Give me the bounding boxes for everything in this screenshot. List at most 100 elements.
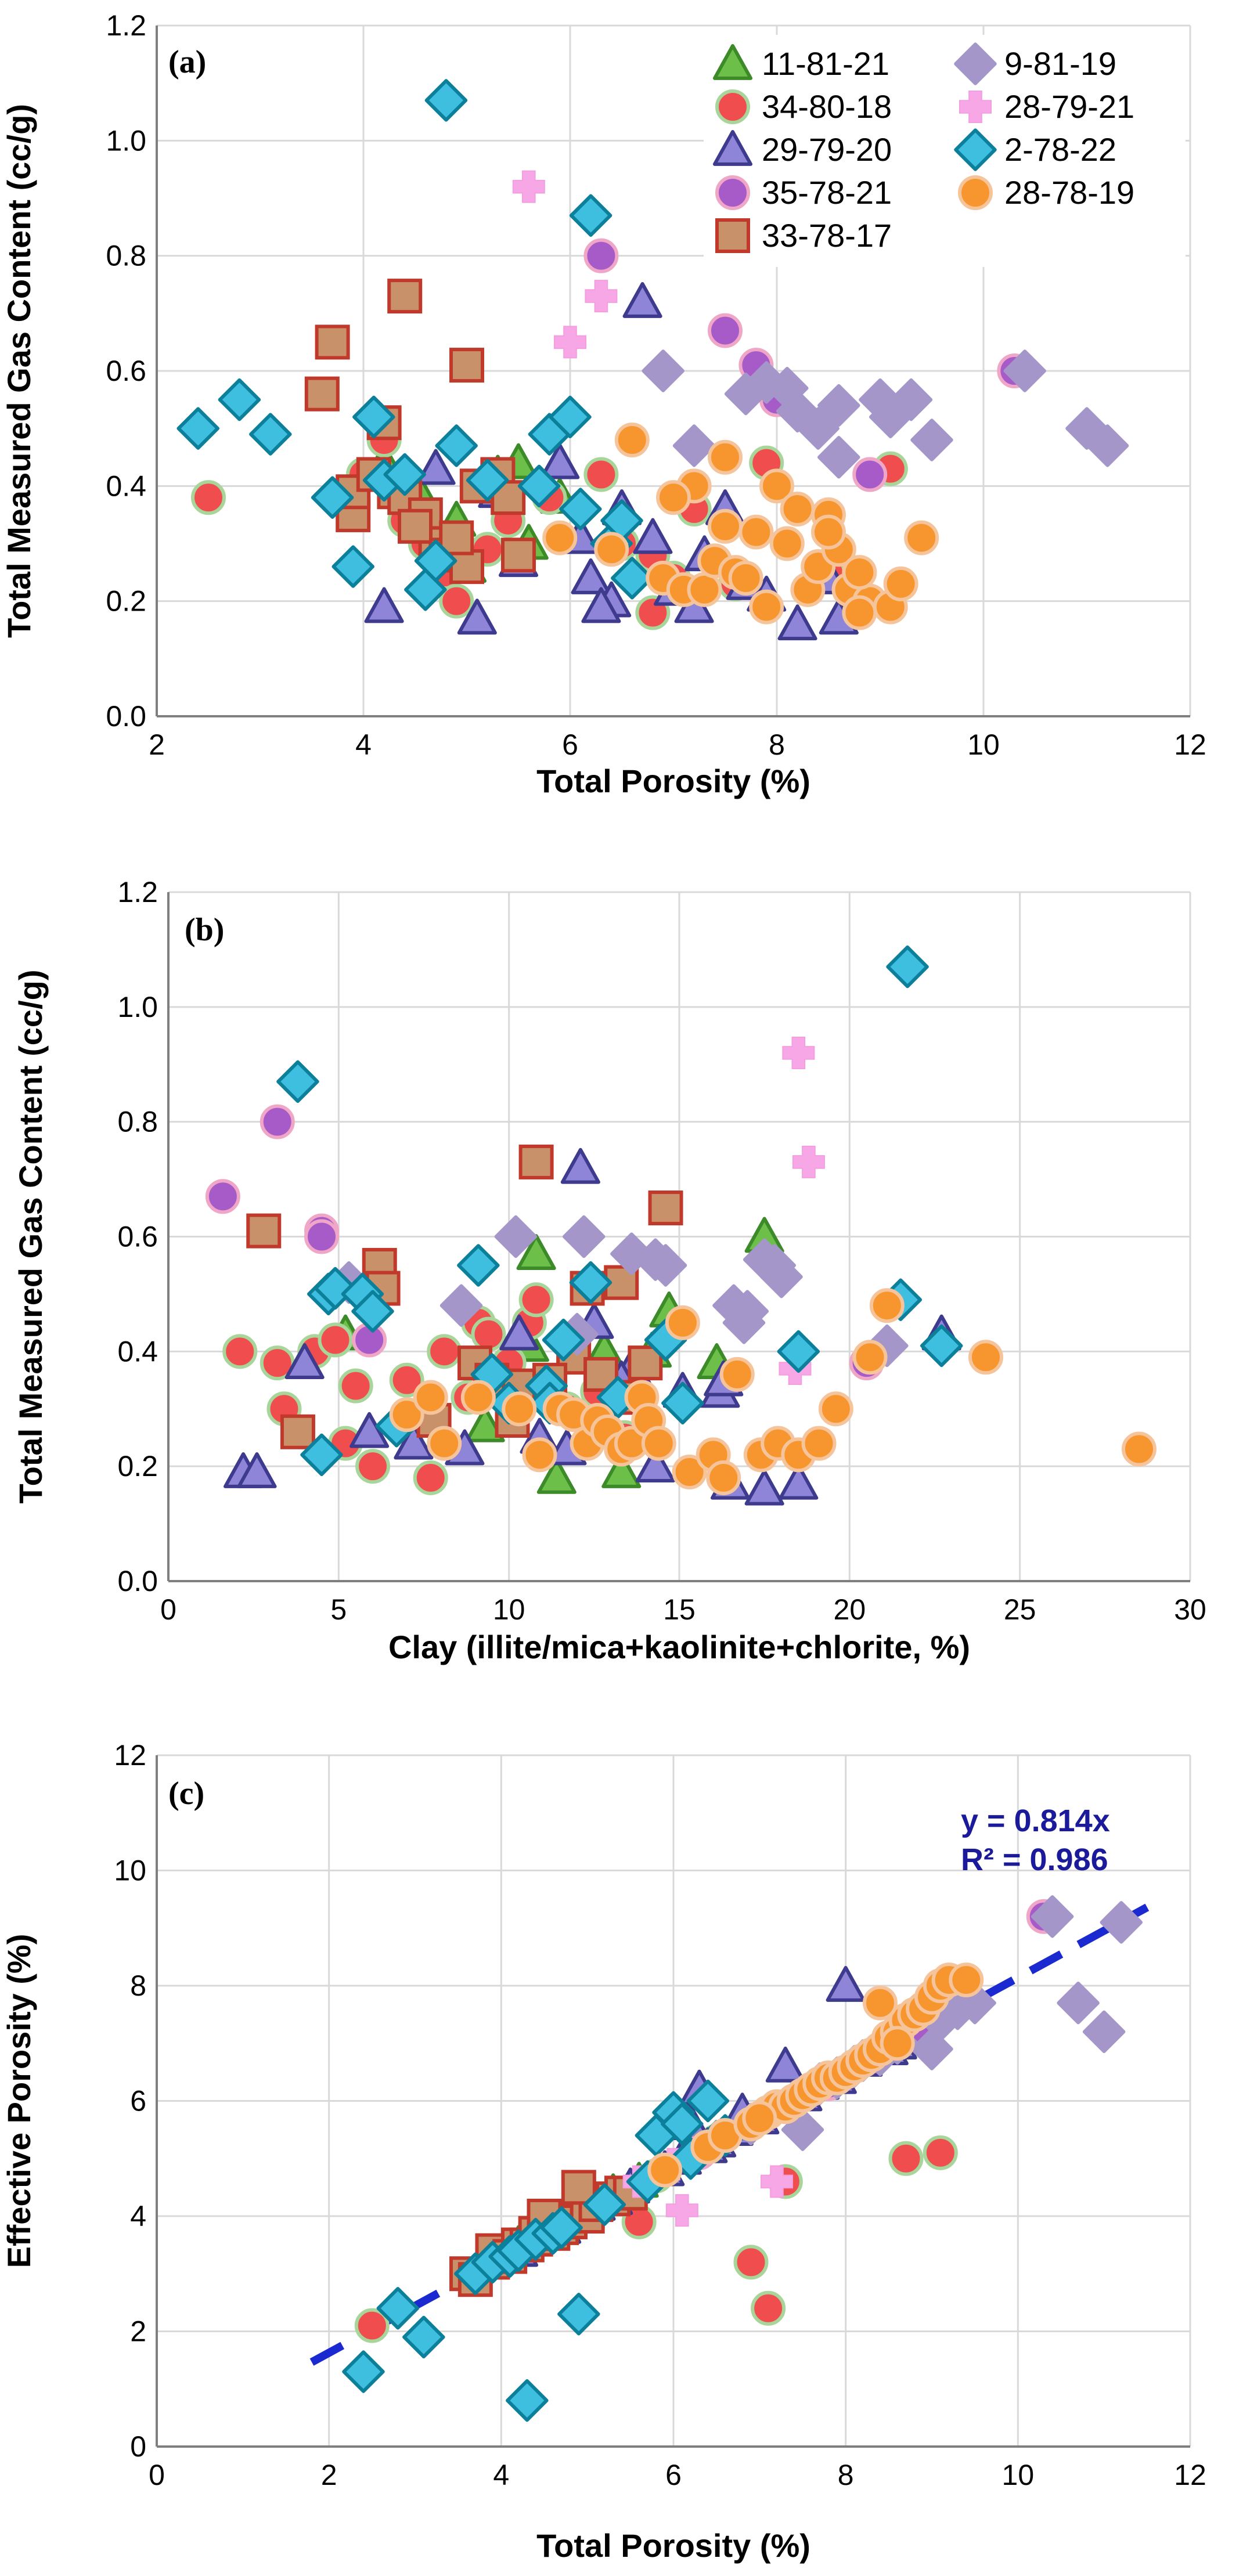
point-2-78-22 (332, 545, 374, 588)
x-tick-label: 6 (665, 2459, 682, 2491)
y-axis-title: Total Measured Gas Content (cc/g) (1, 104, 37, 638)
point-2-78-22 (352, 395, 395, 439)
point-35-78-21 (583, 238, 619, 273)
point-2-78-22 (300, 1433, 343, 1477)
point-28-79-21 (792, 1145, 825, 1178)
point-28-78-19 (904, 520, 939, 555)
point-2-78-22 (506, 2379, 549, 2422)
panel-label: (b) (185, 912, 224, 948)
series-2-78-22 (342, 2079, 747, 2422)
point-28-78-19 (706, 1460, 741, 1495)
legend-label: 11-81-21 (762, 45, 889, 82)
legend-marker-33-78-17 (715, 218, 750, 253)
x-tick-label: 12 (1174, 728, 1206, 761)
y-tick-label: 0.6 (106, 355, 146, 387)
y-tick-label: 0.4 (106, 470, 146, 502)
point-28-78-19 (672, 1455, 707, 1490)
legend-item-28-78-19: 28-78-19 (958, 174, 1134, 211)
point-9-81-19 (1057, 1982, 1100, 2025)
panel-c: 0 2 4 6 8 10 12 0 2 4 6 8 10 12 Total Porosity (%) Effe… (1, 1739, 1206, 2564)
series-28-78-19 (542, 423, 939, 630)
point-33-78-17 (518, 1144, 554, 1179)
point-28-78-19 (769, 526, 805, 561)
point-2-78-22 (383, 453, 426, 496)
y-tick-label: 6 (130, 2085, 146, 2117)
point-28-78-19 (880, 2026, 915, 2061)
point-34-80-18 (888, 2141, 924, 2176)
y-axis-title: Total Measured Gas Content (cc/g) (12, 970, 49, 1504)
point-33-78-17 (387, 279, 423, 314)
legend-item-35-78-21: 35-78-21 (715, 174, 892, 211)
point-28-78-19 (759, 468, 794, 504)
point-9-81-19 (1100, 1901, 1143, 1944)
point-9-81-19 (889, 378, 933, 421)
y-tick-label: 0.8 (106, 240, 146, 272)
point-28-78-19 (389, 1397, 424, 1433)
y-tick-label: 4 (130, 2200, 146, 2232)
point-28-78-19 (594, 532, 629, 567)
series-9-81-19 (642, 349, 1129, 479)
point-28-78-19 (460, 1380, 496, 1415)
point-28-78-19 (883, 566, 918, 601)
point-2-78-22 (342, 2350, 385, 2393)
point-34-80-18 (354, 2308, 390, 2343)
point-33-78-17 (398, 508, 433, 544)
point-2-78-22 (569, 194, 613, 237)
series-28-78-19 (647, 1962, 984, 2188)
x-tick-label: 10 (967, 728, 1000, 761)
point-9-81-19 (672, 424, 716, 467)
point-2-78-22 (176, 407, 219, 450)
point-2-78-22 (402, 2315, 445, 2359)
point-2-78-22 (540, 2206, 583, 2249)
point-2-78-22 (457, 1244, 500, 1287)
point-29-79-20 (635, 1446, 675, 1483)
point-29-79-20 (560, 1148, 600, 1184)
point-28-78-19 (687, 572, 722, 607)
point-28-78-19 (719, 1356, 755, 1392)
point-29-79-20 (499, 1314, 539, 1351)
point-29-79-20 (540, 443, 580, 479)
point-33-78-17 (280, 1414, 315, 1449)
panel-b: 0.0 0.2 0.4 0.6 0.8 1.0 1.2 0 5 10 15 20 25 30 Clay (i… (12, 876, 1206, 1665)
x-tick-label: 0 (160, 1593, 176, 1626)
legend-marker-11-81-21 (712, 44, 753, 80)
legend-background (704, 35, 1186, 267)
point-29-79-20 (350, 1412, 390, 1448)
panel-label: (c) (168, 1776, 204, 1812)
x-tick-label: 15 (663, 1593, 696, 1626)
point-28-78-19 (742, 2101, 777, 2136)
point-2-78-22 (557, 2292, 600, 2336)
point-9-81-19 (494, 1215, 538, 1258)
point-2-78-22 (424, 79, 468, 122)
legend-marker-35-78-21 (715, 175, 750, 210)
series-2-78-22 (276, 945, 963, 1477)
point-29-79-20 (394, 1423, 434, 1460)
point-28-78-19 (863, 1985, 898, 2021)
series-34-80-18 (354, 2060, 958, 2343)
x-tick-label: 12 (1174, 2459, 1206, 2491)
y-tick-label: 0.4 (117, 1335, 158, 1368)
point-34-80-18 (427, 1334, 462, 1369)
point-9-81-19 (1086, 424, 1129, 467)
point-2-78-22 (886, 945, 929, 988)
point-28-78-19 (614, 423, 650, 457)
point-29-79-20 (237, 1452, 277, 1488)
x-tick-label: 4 (493, 2459, 509, 2491)
point-34-80-18 (471, 1316, 506, 1352)
point-28-78-19 (708, 508, 743, 544)
x-tick-label: 5 (330, 1593, 347, 1626)
point-9-81-19 (439, 1284, 483, 1327)
point-9-81-19 (797, 407, 840, 450)
point-2-78-22 (569, 1261, 613, 1304)
point-2-78-22 (611, 557, 654, 600)
point-29-79-20 (826, 1965, 866, 2002)
point-29-79-20 (457, 598, 497, 635)
legend-marker-34-80-18 (715, 89, 750, 124)
point-2-78-22 (661, 2102, 704, 2145)
y-tick-label: 0.0 (106, 700, 146, 733)
point-28-78-19 (427, 1426, 462, 1461)
point-28-79-21 (782, 1036, 815, 1069)
legend-label: 33-78-17 (762, 217, 892, 254)
point-9-81-19 (1003, 349, 1046, 392)
legend-item-2-78-22: 2-78-22 (954, 128, 1116, 171)
